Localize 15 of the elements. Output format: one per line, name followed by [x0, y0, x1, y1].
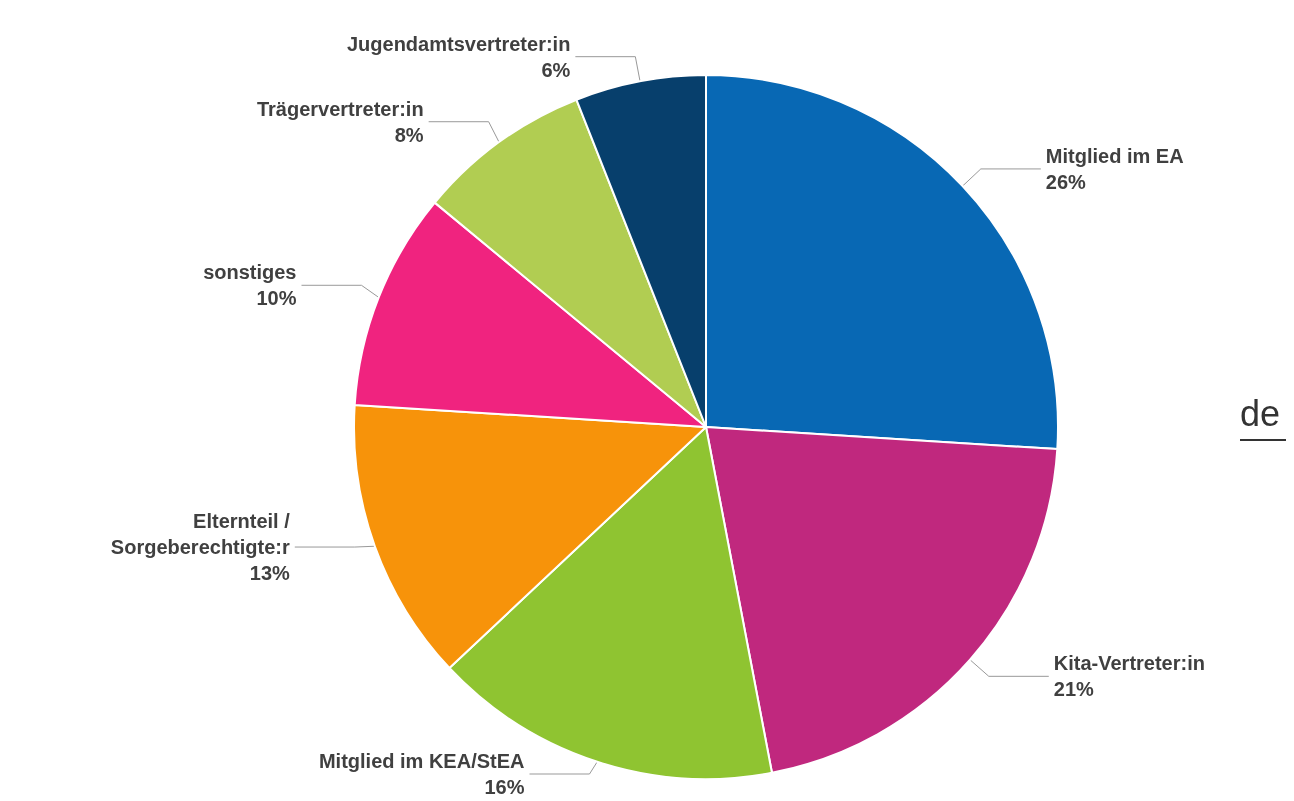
slice-label: Mitglied im KEA/StEA — [318, 750, 525, 772]
data-label: 8% — [394, 123, 424, 146]
slice-label: Kita-Vertreter:in — [1053, 652, 1205, 675]
slice-label: Trägervertreter:in — [256, 97, 424, 120]
data-label: 6% — [541, 58, 571, 81]
slice-label: sonstiges — [203, 261, 297, 284]
slice-label: Jugendamtsvertreter:in — [346, 32, 571, 55]
data-label: 13% — [249, 562, 290, 585]
data-label: 26% — [1045, 170, 1087, 193]
slice-label: Elternteil / Sorgeberechtigte:r — [110, 510, 291, 559]
text: de — [1240, 392, 1281, 434]
data-label: 16% — [484, 776, 525, 798]
data-label: 10% — [256, 287, 297, 310]
data-label: 21% — [1053, 678, 1095, 701]
slice-label: Mitglied im EA — [1045, 144, 1184, 167]
